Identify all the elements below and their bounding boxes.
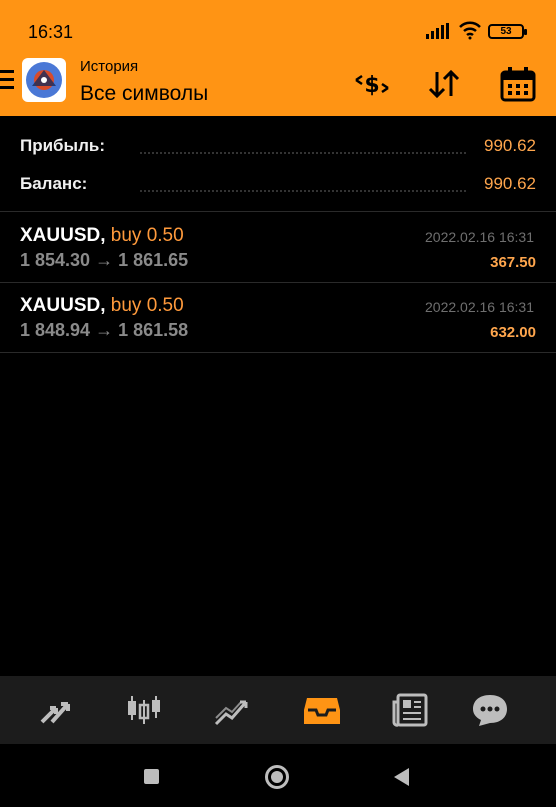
quotes-icon[interactable] — [212, 692, 252, 728]
trade-side: buy 0.50 — [110, 225, 184, 246]
trade-profit: 367.50 — [490, 254, 536, 271]
page-title: История — [80, 58, 139, 75]
bottom-nav — [0, 676, 556, 744]
balance-value: 990.62 — [476, 174, 536, 194]
recents-icon[interactable] — [144, 769, 159, 784]
balance-label: Баланс: — [20, 174, 96, 194]
trade-symbol: XAUUSD, — [20, 225, 106, 246]
history-inbox-icon[interactable] — [302, 692, 342, 728]
trade-prices: 1 848.94 → 1 861.58 — [20, 320, 189, 340]
balance-row: Баланс: 990.62 — [20, 174, 536, 198]
status-time: 16:31 — [28, 22, 74, 42]
wifi-icon — [459, 21, 481, 40]
profit-label: Прибыль: — [20, 136, 113, 156]
trade-time: 2022.02.16 16:31 — [425, 299, 534, 315]
profit-value: 990.62 — [476, 136, 536, 156]
symbol-filter[interactable]: Все символы — [80, 82, 209, 105]
status-bar: 16:31 53 — [0, 0, 556, 52]
chat-icon[interactable] — [470, 692, 510, 728]
app-logo[interactable] — [22, 58, 66, 102]
trade-prices: 1 854.30 → 1 861.65 — [20, 250, 189, 270]
trade-symbol: XAUUSD, — [20, 295, 106, 316]
currency-exchange-icon[interactable]: $ — [352, 64, 392, 104]
battery-level: 53 — [500, 26, 512, 37]
calendar-icon[interactable] — [498, 64, 538, 104]
trade-arrows-icon[interactable] — [36, 692, 76, 728]
system-nav-bar — [0, 744, 556, 807]
svg-text:$: $ — [364, 73, 379, 98]
trade-time: 2022.02.16 16:31 — [425, 229, 534, 245]
home-icon[interactable] — [265, 765, 289, 789]
account-summary: Прибыль: 990.62 Баланс: 990.62 — [0, 116, 556, 212]
trade-row[interactable]: XAUUSD, buy 0.50 1 848.94 → 1 861.58 202… — [0, 283, 556, 353]
battery-icon: 53 — [488, 24, 527, 39]
trade-profit: 632.00 — [490, 324, 536, 341]
profit-row: Прибыль: 990.62 — [20, 136, 536, 160]
app-bar: История Все символы $ — [0, 52, 556, 116]
trade-side: buy 0.50 — [110, 295, 184, 316]
signal-icon — [426, 23, 449, 39]
sort-icon[interactable] — [424, 64, 464, 104]
trade-row[interactable]: XAUUSD, buy 0.50 1 854.30 → 1 861.65 202… — [0, 213, 556, 283]
news-icon[interactable] — [390, 692, 430, 728]
candlestick-chart-icon[interactable] — [124, 692, 164, 728]
menu-icon[interactable] — [0, 70, 14, 92]
back-icon[interactable] — [394, 768, 409, 786]
